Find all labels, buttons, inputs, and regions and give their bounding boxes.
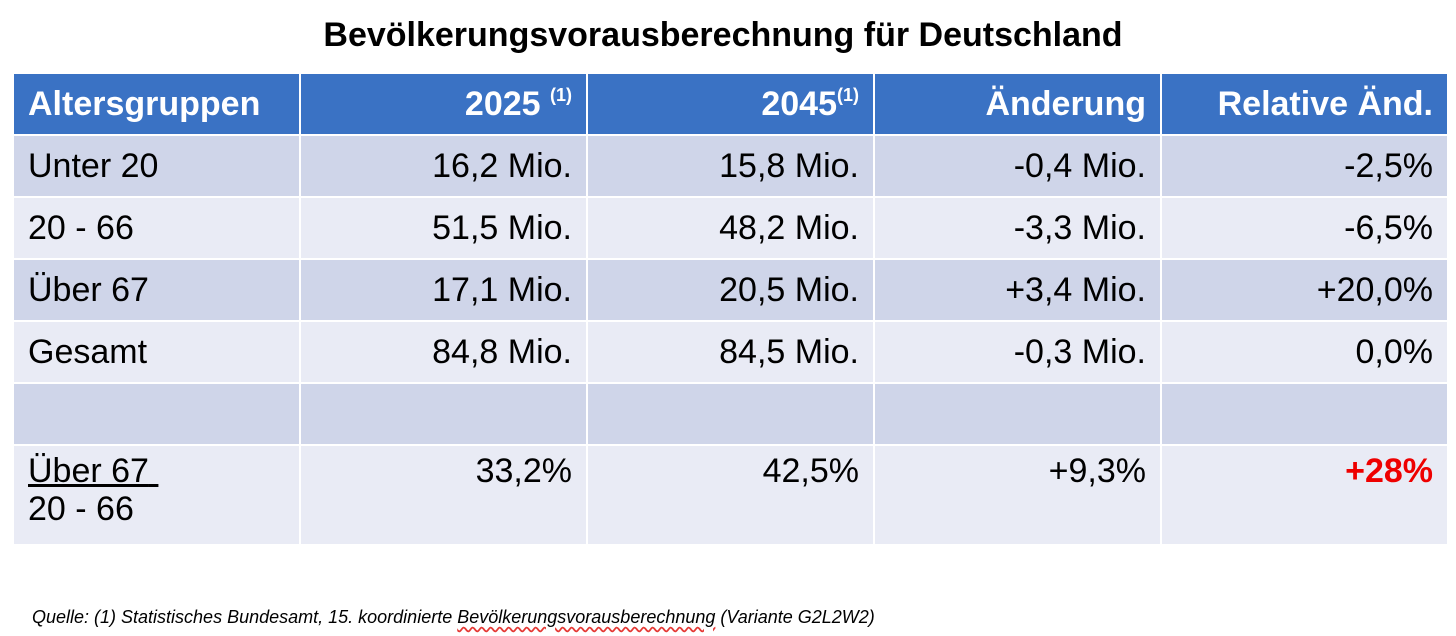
header-2045: 2045(1) xyxy=(588,74,873,134)
cell-2045: 15,8 Mio. xyxy=(588,136,873,196)
page-title: Bevölkerungsvorausberechnung für Deutsch… xyxy=(323,16,1123,54)
cell-2025: 84,8 Mio. xyxy=(301,322,586,382)
cell-relative: +20,0% xyxy=(1162,260,1447,320)
cell-change: +9,3% xyxy=(875,446,1160,544)
table-row: Gesamt 84,8 Mio. 84,5 Mio. -0,3 Mio. 0,0… xyxy=(14,322,1447,382)
table-row: Über 67 17,1 Mio. 20,5 Mio. +3,4 Mio. +2… xyxy=(14,260,1447,320)
cell-relative: -6,5% xyxy=(1162,198,1447,258)
cell-empty xyxy=(875,384,1160,444)
header-2025-label: 2025 xyxy=(464,84,541,123)
cell-2025: 16,2 Mio. xyxy=(301,136,586,196)
cell-relative: -2,5% xyxy=(1162,136,1447,196)
cell-group: 20 - 66 xyxy=(14,198,299,258)
source-note: Quelle: (1) Statistisches Bundesamt, 15.… xyxy=(32,607,875,628)
cell-change: -0,3 Mio. xyxy=(875,322,1160,382)
header-2025: 2025 (1) xyxy=(301,74,586,134)
cell-change: -3,3 Mio. xyxy=(875,198,1160,258)
cell-group: Gesamt xyxy=(14,322,299,382)
table-row-ratio: Über 67 20 - 66 33,2% 42,5% +9,3% +28% xyxy=(14,446,1447,544)
cell-ratio-group: Über 67 20 - 66 xyxy=(14,446,299,544)
cell-2045: 20,5 Mio. xyxy=(588,260,873,320)
population-table: Altersgruppen 2025 (1) 2045(1) Änderung … xyxy=(12,72,1449,546)
cell-2025: 51,5 Mio. xyxy=(301,198,586,258)
source-suffix: (Variante G2L2W2) xyxy=(715,607,875,627)
cell-2045: 84,5 Mio. xyxy=(588,322,873,382)
header-age-groups: Altersgruppen xyxy=(14,74,299,134)
cell-2045: 42,5% xyxy=(588,446,873,544)
cell-change: +3,4 Mio. xyxy=(875,260,1160,320)
cell-relative: +28% xyxy=(1162,446,1447,544)
header-change: Änderung xyxy=(875,74,1160,134)
ratio-numerator: Über 67 xyxy=(28,452,149,490)
table-row: Unter 20 16,2 Mio. 15,8 Mio. -0,4 Mio. -… xyxy=(14,136,1447,196)
table-row-empty xyxy=(14,384,1447,444)
cell-empty xyxy=(1162,384,1447,444)
relative-change-highlight: +28% xyxy=(1345,452,1433,490)
source-prefix: Quelle: (1) Statistisches Bundesamt, 15.… xyxy=(32,607,458,627)
source-marked-word: Bevölkerungsvorausberechnung xyxy=(457,607,716,627)
header-relative-change: Relative Änd. xyxy=(1162,74,1447,134)
cell-empty xyxy=(14,384,299,444)
cell-empty xyxy=(301,384,586,444)
cell-2045: 48,2 Mio. xyxy=(588,198,873,258)
cell-2025: 17,1 Mio. xyxy=(301,260,586,320)
cell-2025: 33,2% xyxy=(301,446,586,544)
ratio-denominator: 20 - 66 xyxy=(28,490,134,528)
header-2045-label: 2045 xyxy=(761,84,837,123)
cell-relative: 0,0% xyxy=(1162,322,1447,382)
table-header-row: Altersgruppen 2025 (1) 2045(1) Änderung … xyxy=(14,74,1447,134)
header-2045-footnote: (1) xyxy=(837,84,859,105)
table-row: 20 - 66 51,5 Mio. 48,2 Mio. -3,3 Mio. -6… xyxy=(14,198,1447,258)
cell-empty xyxy=(588,384,873,444)
cell-group: Unter 20 xyxy=(14,136,299,196)
cell-change: -0,4 Mio. xyxy=(875,136,1160,196)
header-2025-footnote: (1) xyxy=(550,84,572,105)
cell-group: Über 67 xyxy=(14,260,299,320)
